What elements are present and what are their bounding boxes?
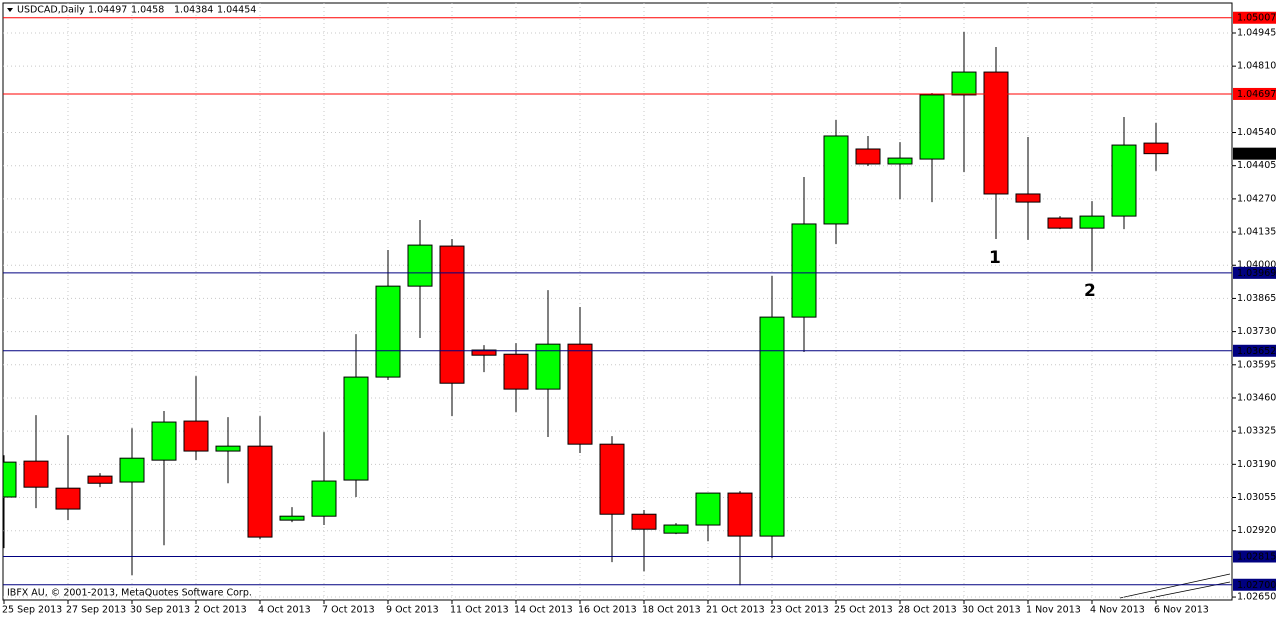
- candle-body: [119, 457, 145, 483]
- y-tick-label: 1.03190: [1237, 459, 1276, 470]
- level-label: 1.03969: [1237, 268, 1276, 279]
- y-tick-label: 1.04270: [1237, 193, 1276, 204]
- candle-body: [855, 148, 881, 165]
- level-label: 1.02700: [1237, 580, 1276, 591]
- candle-body: [2, 461, 17, 498]
- x-tick-label: 4 Oct 2013: [258, 605, 311, 616]
- ohlc-close: 1.04454: [217, 5, 256, 16]
- x-tick-label: 23 Oct 2013: [770, 605, 829, 616]
- x-tick-label: 27 Sep 2013: [66, 605, 126, 616]
- x-tick-label: 30 Sep 2013: [130, 605, 190, 616]
- candle-body: [663, 524, 689, 534]
- candle-body: [503, 353, 529, 390]
- level-label: 1.04697: [1237, 89, 1276, 100]
- candle-body: [1015, 193, 1041, 203]
- candle-body: [183, 420, 209, 452]
- menu-triangle[interactable]: [7, 8, 13, 12]
- candle-body: [919, 94, 945, 160]
- y-tick-label: 1.03055: [1237, 492, 1276, 503]
- y-tick-label: 1.03325: [1237, 426, 1276, 437]
- candle-body: [727, 492, 753, 537]
- y-tick-label: 1.03730: [1237, 326, 1276, 337]
- candle-body: [311, 480, 337, 517]
- candle-body: [375, 285, 401, 378]
- level-label: 1.05007: [1237, 13, 1276, 24]
- level-label-box: [1233, 266, 1276, 279]
- candle-body: [983, 71, 1009, 195]
- y-tick-label: 1.04135: [1237, 227, 1276, 238]
- x-tick-label: 21 Oct 2013: [706, 605, 765, 616]
- x-tick-label: 6 Nov 2013: [1154, 605, 1209, 616]
- x-tick-label: 7 Oct 2013: [322, 605, 375, 616]
- y-tick-label: 1.02920: [1237, 525, 1276, 536]
- ohlc-high: 1.0458: [131, 5, 164, 16]
- level-label: 1.03652: [1237, 346, 1276, 357]
- x-tick-label: 11 Oct 2013: [450, 605, 509, 616]
- candle-body: [343, 376, 369, 481]
- y-tick-label: 1.03865: [1237, 293, 1276, 304]
- level-label-box: [1233, 344, 1276, 357]
- x-tick-label: 18 Oct 2013: [642, 605, 701, 616]
- candle-body: [1111, 144, 1137, 217]
- x-tick-label: 4 Nov 2013: [1090, 605, 1145, 616]
- candle-body: [23, 460, 49, 488]
- y-tick-label: 1.03595: [1237, 359, 1276, 370]
- price-box: [1233, 147, 1276, 160]
- candle-body: [951, 71, 977, 96]
- y-tick-label: 1.04810: [1237, 61, 1276, 72]
- chart-title: USDCAD,Daily: [17, 5, 85, 16]
- candle-body: [1047, 217, 1073, 229]
- x-tick-label: 14 Oct 2013: [514, 605, 573, 616]
- candle-body: [631, 513, 657, 530]
- candle-body: [759, 316, 785, 537]
- x-tick-label: 16 Oct 2013: [578, 605, 637, 616]
- ohlc-open: 1.04497: [88, 5, 127, 16]
- copyright: IBFX AU, © 2001-2013, MetaQuotes Softwar…: [7, 588, 252, 599]
- price-label: 1.04454: [1237, 149, 1276, 160]
- candle-body: [535, 343, 561, 390]
- x-tick-label: 9 Oct 2013: [386, 605, 439, 616]
- candle-body: [1143, 142, 1169, 155]
- y-tick-label: 1.02650: [1237, 592, 1276, 603]
- level-label: 1.02815: [1237, 551, 1276, 562]
- level-label-box: [1233, 550, 1276, 563]
- candle-body: [407, 244, 433, 287]
- y-tick-label: 1.03460: [1237, 392, 1276, 403]
- candle-body: [823, 135, 849, 225]
- candle-body: [151, 421, 177, 461]
- annotation: 2: [1084, 281, 1096, 301]
- candle-body: [471, 349, 497, 356]
- level-label-box: [1233, 87, 1276, 100]
- x-tick-label: 25 Oct 2013: [834, 605, 893, 616]
- ohlc-low: 1.04384: [174, 5, 213, 16]
- candle-body: [55, 487, 81, 510]
- level-label-box: [1233, 11, 1276, 24]
- candle-body: [1079, 215, 1105, 229]
- x-tick-label: 30 Oct 2013: [962, 605, 1021, 616]
- candle-body: [567, 343, 593, 445]
- y-tick-label: 1.04405: [1237, 160, 1276, 171]
- y-tick-label: 1.04000: [1237, 260, 1276, 271]
- scroll-indicator: [1119, 573, 1231, 599]
- x-tick-label: 1 Nov 2013: [1026, 605, 1081, 616]
- y-tick-label: 1.04540: [1237, 127, 1276, 138]
- candle-body: [247, 445, 273, 538]
- y-tick-label: 1.04945: [1237, 27, 1276, 38]
- x-tick-label: 28 Oct 2013: [898, 605, 957, 616]
- candle-body: [599, 443, 625, 515]
- candle-body: [279, 515, 305, 521]
- x-tick-label: 25 Sep 2013: [2, 605, 62, 616]
- annotation: 1: [989, 248, 1001, 268]
- candle-body: [791, 223, 817, 318]
- x-tick-label: 2 Oct 2013: [194, 605, 247, 616]
- candle-body: [87, 475, 113, 484]
- level-label-box: [1233, 578, 1276, 591]
- candle-body: [215, 445, 241, 452]
- candle-body: [695, 492, 721, 526]
- candle-body: [439, 245, 465, 384]
- candle-body: [887, 157, 913, 165]
